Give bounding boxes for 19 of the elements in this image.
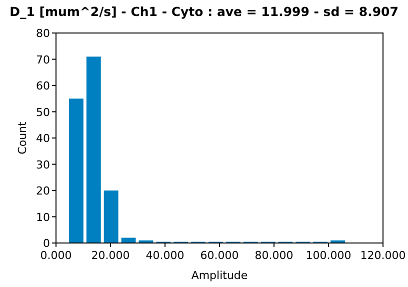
y-tick-label: 70: [36, 53, 50, 66]
y-axis-title: Count: [16, 120, 29, 154]
x-tick-label: 80.000: [254, 249, 294, 262]
x-axis-title: Amplitude: [191, 269, 248, 282]
y-tick-label: 10: [36, 210, 50, 224]
y-tick-label: 30: [36, 158, 50, 172]
y-tick-label: 60: [36, 80, 50, 92]
x-tick-label: 120.000: [360, 249, 406, 262]
y-tick-label: 80: [36, 27, 50, 40]
y-tick-label: 50: [36, 106, 50, 119]
x-tick-label: 0.000: [40, 249, 72, 262]
chart-title: D_1 [mum^2/s] - Ch1 - Cyto : ave = 11.999 - sd = 8.907: [10, 4, 398, 19]
x-tick-label: 60.000: [200, 249, 239, 262]
x-tick-label: 20.000: [91, 249, 130, 262]
x-tick-label: 100.000: [306, 249, 352, 262]
y-tick-label: 20: [36, 184, 50, 198]
y-tick-label: 0: [43, 237, 50, 250]
y-tick-label: 40: [36, 132, 50, 145]
x-tick-label: 40.000: [146, 249, 184, 262]
